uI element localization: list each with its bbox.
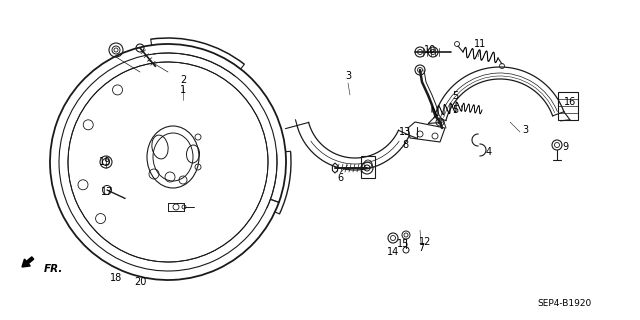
Text: 19: 19	[99, 157, 111, 167]
Text: 7: 7	[418, 243, 424, 253]
Text: 9: 9	[562, 142, 568, 152]
FancyArrow shape	[22, 257, 34, 267]
Text: 3: 3	[522, 125, 528, 135]
Text: 5: 5	[452, 91, 458, 101]
Text: SEP4-B1920: SEP4-B1920	[538, 300, 592, 308]
Text: 13: 13	[399, 127, 411, 137]
Text: 18: 18	[110, 273, 122, 283]
Text: 10: 10	[424, 45, 436, 55]
Text: 12: 12	[419, 237, 431, 247]
Text: 15: 15	[397, 239, 409, 249]
Text: 5: 5	[452, 105, 458, 115]
Bar	[558, 92, 578, 120]
Text: 11: 11	[474, 39, 486, 49]
Text: 14: 14	[387, 247, 399, 257]
Text: 6: 6	[337, 173, 343, 183]
Text: 3: 3	[345, 71, 351, 81]
Text: 17: 17	[101, 187, 113, 197]
Text: 20: 20	[134, 277, 146, 287]
Text: 1: 1	[180, 85, 186, 95]
Text: FR.: FR.	[44, 264, 63, 274]
Text: 8: 8	[402, 140, 408, 150]
Text: 2: 2	[180, 75, 186, 85]
Text: 4: 4	[486, 147, 492, 157]
Text: 16: 16	[564, 97, 576, 107]
